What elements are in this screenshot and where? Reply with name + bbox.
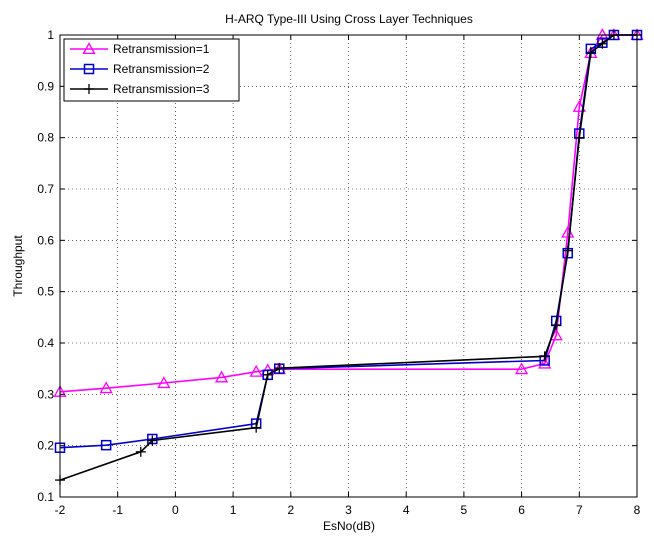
y-tick-label: 0.9 <box>37 79 54 93</box>
data-point <box>99 381 113 394</box>
x-tick-label: 2 <box>287 503 294 517</box>
y-tick-label: 0.2 <box>37 439 54 453</box>
data-point <box>135 446 146 457</box>
y-tick-label: 0.4 <box>37 336 54 350</box>
legend-label: Retransmission=3 <box>113 82 210 96</box>
series-3 <box>55 30 642 486</box>
x-tick-label: 7 <box>576 503 583 517</box>
x-tick-label: -1 <box>112 503 123 517</box>
chart-title: H-ARQ Type-III Using Cross Layer Techniq… <box>225 12 473 26</box>
y-tick-label: 0.8 <box>37 131 54 145</box>
y-tick-label: 0.5 <box>37 285 54 299</box>
legend-item: Retransmission=2 <box>70 62 210 76</box>
data-point <box>214 370 229 383</box>
x-tick-label: 5 <box>461 503 468 517</box>
y-axis-title: Throughput <box>11 235 25 297</box>
y-tick-label: 0.1 <box>37 490 54 504</box>
legend-marker <box>82 42 96 55</box>
data-point <box>597 38 608 49</box>
data-point <box>274 363 285 374</box>
x-tick-label: 8 <box>634 503 641 517</box>
x-tick-label: 0 <box>172 503 179 517</box>
legend-item: Retransmission=1 <box>70 42 210 56</box>
data-point <box>100 439 112 451</box>
data-point <box>574 132 585 143</box>
legend-label: Retransmission=1 <box>113 42 210 56</box>
legend: Retransmission=1 Retransmission=2 Retransm… <box>63 38 240 102</box>
y-tick-label: 0.3 <box>37 387 54 401</box>
data-point <box>251 422 262 433</box>
series-line <box>59 34 637 393</box>
data-point <box>514 362 529 375</box>
grid <box>60 35 637 497</box>
y-tick-label: 1 <box>47 28 54 42</box>
data-point <box>551 320 562 331</box>
data-point <box>562 245 573 256</box>
ticks: -2 -1 0 1 2 3 4 5 6 7 8 0.1 0.2 0.3 0.4 0.5 0.6 0.7 0.8 0.9… <box>37 28 640 517</box>
x-tick-label: 6 <box>518 503 525 517</box>
x-tick-label: -2 <box>55 503 66 517</box>
data-point <box>538 356 552 369</box>
y-tick-label: 0.6 <box>37 233 54 247</box>
x-tick-label: 4 <box>403 503 410 517</box>
legend-item: Retransmission=3 <box>70 82 210 96</box>
data-point <box>572 100 586 112</box>
legend-marker <box>84 84 94 94</box>
x-tick-label: 3 <box>345 503 352 517</box>
data-point <box>249 364 263 377</box>
y-tick-label: 0.7 <box>37 182 54 196</box>
data-point <box>147 435 158 446</box>
data-point <box>157 376 171 389</box>
series-layer <box>53 28 644 486</box>
x-axis-title: EsNo(dB) <box>323 519 375 533</box>
data-point <box>585 47 596 58</box>
data-point <box>262 369 273 380</box>
data-point <box>539 351 550 362</box>
legend-marker <box>83 63 95 75</box>
series-line <box>59 34 637 481</box>
x-tick-label: 1 <box>230 503 237 517</box>
legend-label: Retransmission=2 <box>113 62 210 76</box>
